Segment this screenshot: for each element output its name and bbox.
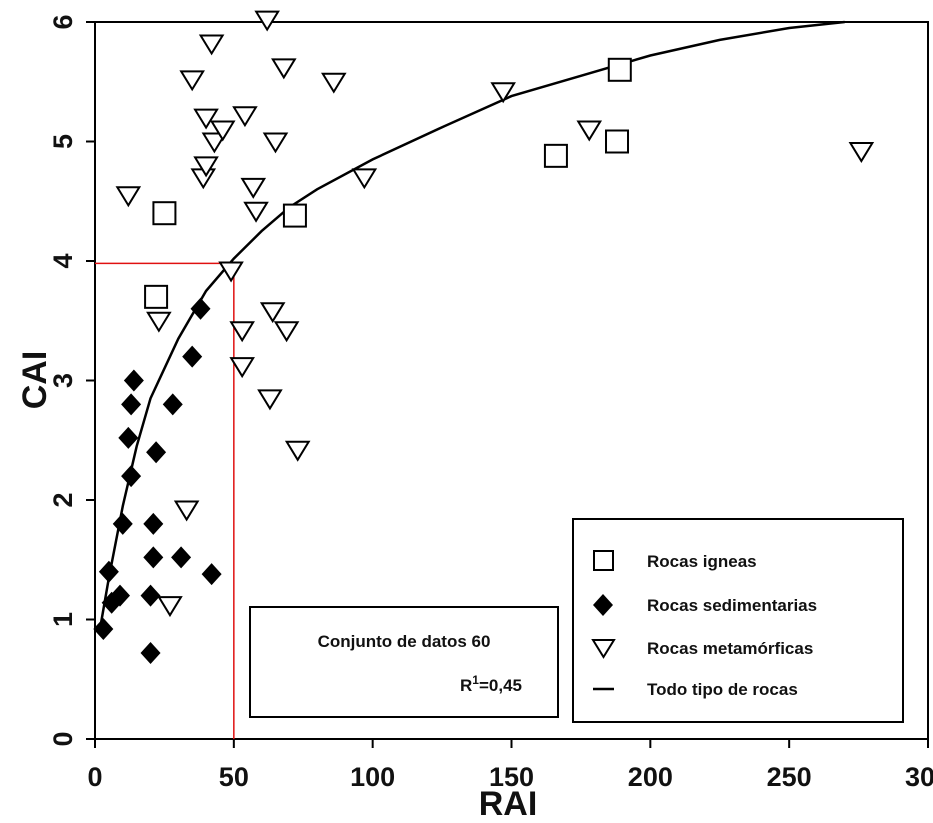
igneous-point xyxy=(144,284,169,309)
legend-square-icon xyxy=(593,550,614,571)
sedimentary-point xyxy=(162,393,183,416)
metamorphic-point xyxy=(209,120,236,142)
metamorphic-point xyxy=(848,142,875,163)
metamorphic-point xyxy=(490,82,516,104)
r-superscript: 1 xyxy=(472,673,479,687)
sedimentary-point xyxy=(146,441,167,464)
metamorphic-point xyxy=(254,10,280,32)
x-tick-label: 250 xyxy=(767,762,812,792)
y-tick-label: 3 xyxy=(48,373,78,388)
legend-diamond-icon xyxy=(593,594,613,616)
x-tick-label: 100 xyxy=(350,762,395,792)
sedimentary-point xyxy=(171,546,192,569)
metamorphic-point xyxy=(179,70,205,92)
metamorphic-point xyxy=(229,321,255,343)
igneous-point xyxy=(152,201,177,226)
y-tick-label: 6 xyxy=(48,14,78,29)
annotation-dataset-label: Conjunto de datos 60 xyxy=(318,632,491,651)
metamorphic-point xyxy=(146,311,172,333)
metamorphic-point xyxy=(218,261,244,283)
sedimentary-point xyxy=(121,393,142,416)
metamorphic-point xyxy=(351,168,378,190)
metamorphic-point xyxy=(259,302,286,324)
legend-label-sedimentarias: Rocas sedimentarias xyxy=(647,596,817,615)
metamorphic-point xyxy=(115,186,142,208)
sedimentary-point xyxy=(118,426,139,449)
x-tick-label: 30 xyxy=(905,762,933,792)
metamorphic-point xyxy=(271,58,297,80)
x-tick-label: 150 xyxy=(489,762,534,792)
metamorphic-point xyxy=(198,34,225,56)
sedimentary-point xyxy=(140,641,161,664)
legend-frame xyxy=(572,518,904,723)
metamorphic-point xyxy=(257,389,283,411)
igneous-point xyxy=(543,143,568,168)
sedimentary-point xyxy=(190,297,211,320)
metamorphic-point xyxy=(243,201,269,223)
reference-lines xyxy=(95,262,235,739)
r-value: =0,45 xyxy=(479,676,522,695)
y-tick-label: 5 xyxy=(48,134,78,149)
metamorphic-point xyxy=(193,108,219,130)
annotation-box: Conjunto de datos 60 R1=0,45 xyxy=(249,606,559,718)
sedimentary-point xyxy=(93,618,114,641)
metamorphic-point xyxy=(262,132,289,154)
sedimentary-point xyxy=(98,560,119,583)
y-axis-title: CAI xyxy=(16,351,54,410)
metamorphic-point xyxy=(284,440,311,462)
r-label: R xyxy=(460,676,472,695)
igneous-point xyxy=(282,203,307,228)
sedimentary-point xyxy=(143,546,164,569)
metamorphic-point xyxy=(273,321,300,343)
y-tick-label: 2 xyxy=(48,492,78,507)
igneous-point xyxy=(607,57,632,82)
metamorphic-point xyxy=(229,357,255,379)
sedimentary-point xyxy=(109,584,130,607)
sedimentary-point xyxy=(140,584,161,607)
legend-triangle-down-icon xyxy=(591,639,616,659)
legend-label-igneas: Rocas igneas xyxy=(647,552,757,571)
metamorphic-point xyxy=(193,156,219,178)
metamorphic-point xyxy=(321,72,347,94)
metamorphic-point xyxy=(157,596,183,618)
sedimentary-point xyxy=(123,369,144,392)
legend: Rocas igneas Rocas sedimentarias Rocas m… xyxy=(572,518,904,723)
igneous-point xyxy=(605,129,630,154)
sedimentary-point xyxy=(121,465,142,488)
metamorphic-point xyxy=(576,120,603,142)
y-tick-label: 4 xyxy=(48,253,78,268)
annotation-r-squared: R1=0,45 xyxy=(460,673,522,695)
metamorphic-point xyxy=(232,106,258,128)
x-tick-label: 200 xyxy=(628,762,673,792)
sedimentary-point xyxy=(201,563,222,586)
sedimentary-point xyxy=(112,512,133,535)
y-tick-label: 0 xyxy=(48,731,78,746)
metamorphic-point xyxy=(240,177,267,199)
x-axis-title: RAI xyxy=(479,785,538,823)
sedimentary-point xyxy=(143,512,164,535)
legend-label-todo-tipo: Todo tipo de rocas xyxy=(647,680,798,699)
data-points xyxy=(93,10,875,664)
y-tick-label: 1 xyxy=(48,612,78,627)
legend-label-metamorficas: Rocas metamórficas xyxy=(647,639,813,658)
metamorphic-point xyxy=(201,132,228,154)
sedimentary-point xyxy=(182,345,203,368)
x-tick-label: 0 xyxy=(87,762,102,792)
annotation-frame xyxy=(249,606,559,718)
metamorphic-point xyxy=(173,500,200,522)
x-tick-label: 50 xyxy=(219,762,249,792)
